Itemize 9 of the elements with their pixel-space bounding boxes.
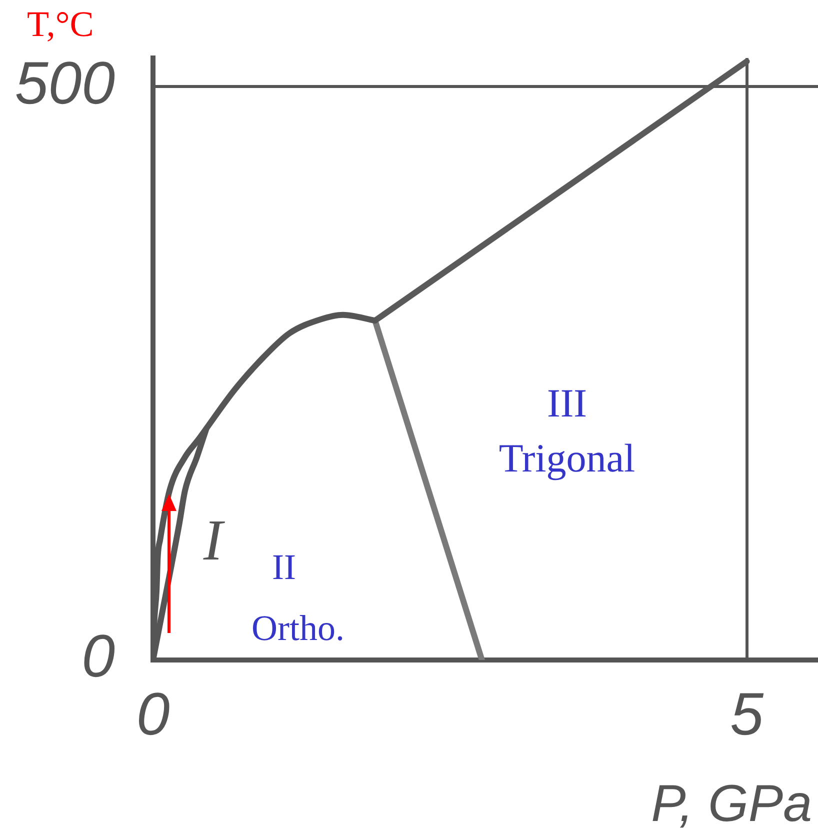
annotation: Trigonal <box>498 434 636 482</box>
annotation: I <box>203 506 223 574</box>
annotation: Ortho. <box>252 607 344 649</box>
x-axis-title: P, GPa <box>651 775 812 833</box>
y-axis-title: T,°C <box>27 4 94 44</box>
annotation: II <box>272 546 296 588</box>
annotation: III <box>547 380 587 426</box>
x-tick-label: 5 <box>730 680 764 748</box>
y-tick-label: 500 <box>14 49 115 116</box>
